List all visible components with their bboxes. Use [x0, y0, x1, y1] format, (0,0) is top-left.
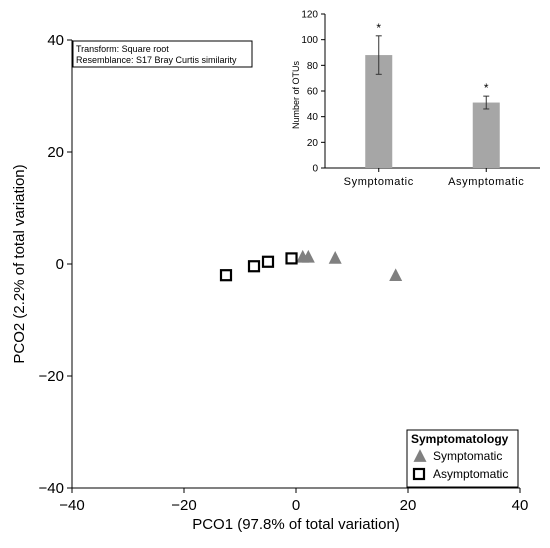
- legend-title: Symptomatology: [411, 432, 509, 446]
- otu-x-tick-label: Asymptomatic: [448, 176, 524, 188]
- y-tick-label: −20: [39, 368, 64, 385]
- transform-annotation-frame: [72, 40, 253, 68]
- otu-x-ticks: Symptomatic Asymptomatic: [344, 168, 524, 188]
- symptomatic-point: [389, 268, 403, 282]
- pco-points: [219, 249, 403, 282]
- asymptomatic-point: [285, 252, 298, 265]
- symptomatic-point: [328, 250, 342, 264]
- x-tick-label: −20: [171, 497, 196, 514]
- y-tick-label: 40: [47, 32, 64, 49]
- legend-entry-label: Symptomatic: [433, 449, 502, 463]
- x-tick-label: −40: [59, 497, 84, 514]
- otu-bar: [472, 102, 500, 168]
- otu-significance-label: *: [376, 21, 381, 35]
- x-tick-label: 0: [292, 497, 300, 514]
- legend-entries: Symptomatic Asymptomatic: [412, 449, 508, 481]
- y-tick-label: −40: [39, 480, 64, 497]
- pco-scatter-plot: −40 −20 0 20 40 −40 −20 0 20 40 PCO1 (97.8% of t…: [11, 32, 528, 533]
- otu-bars: **: [365, 21, 500, 168]
- otu-y-tick-label: 120: [301, 10, 318, 21]
- pco-y-axis-label: PCO2 (2.2% of total variation): [11, 164, 28, 363]
- otu-y-tick-label: 100: [301, 35, 318, 46]
- pco-x-ticks: −40 −20 0 20 40: [59, 488, 528, 514]
- legend-square-icon: [412, 467, 426, 481]
- pco-x-axis-label: PCO1 (97.8% of total variation): [192, 516, 400, 533]
- legend-entry-label: Asymptomatic: [433, 467, 508, 481]
- x-tick-label: 20: [400, 497, 417, 514]
- otu-y-tick-label: 60: [307, 87, 319, 98]
- x-tick-label: 40: [512, 497, 529, 514]
- otu-y-axis-label: Number of OTUs: [291, 60, 301, 129]
- symptomatic-point: [301, 249, 315, 263]
- asymptomatic-point: [219, 269, 233, 282]
- transform-annotation-box: Transform: Square root Resemblance: S17 …: [72, 40, 253, 68]
- otu-y-tick-label: 0: [312, 164, 318, 175]
- y-tick-label: 0: [56, 256, 64, 273]
- asymptomatic-point: [261, 255, 275, 268]
- legend-frame: [406, 429, 519, 488]
- legend: Symptomatology Symptomatic Asymptomatic: [406, 429, 519, 488]
- otu-y-ticks: 0 20 40 60 80 100 120: [301, 10, 325, 175]
- otu-y-tick-label: 20: [307, 138, 319, 149]
- otu-significance-label: *: [484, 81, 489, 95]
- pco-y-ticks: −40 −20 0 20 40: [39, 32, 72, 497]
- y-tick-label: 20: [47, 144, 64, 161]
- otu-y-tick-label: 80: [307, 61, 319, 72]
- legend-triangle-icon: [413, 449, 427, 462]
- otu-x-tick-label: Symptomatic: [344, 176, 414, 188]
- transform-annotation-line: Transform: Square root: [76, 44, 169, 54]
- otu-y-tick-label: 40: [307, 112, 319, 123]
- asymptomatic-point: [247, 260, 261, 273]
- resemblance-annotation-line: Resemblance: S17 Bray Curtis similarity: [76, 55, 237, 65]
